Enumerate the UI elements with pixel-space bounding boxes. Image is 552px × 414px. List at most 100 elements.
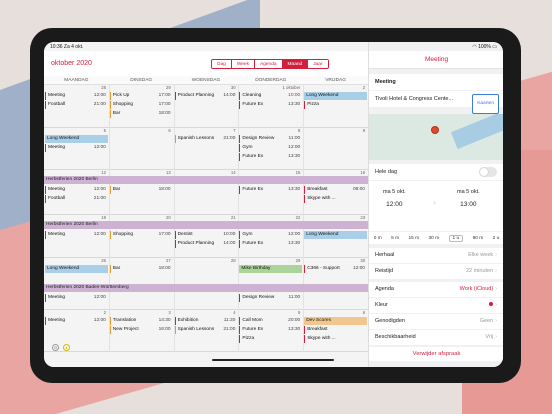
calendar-event[interactable]: Dentist 10:00	[174, 231, 238, 239]
calendar-event[interactable]: Spanish Lessons 21:00	[174, 326, 238, 334]
calendar-event[interactable]: Dev Scores	[304, 317, 367, 325]
calendar-event[interactable]: Product Planning 14:00	[174, 240, 238, 248]
day-number[interactable]: 19	[101, 215, 106, 220]
calendar-event[interactable]: Skype with ...	[304, 335, 367, 343]
day-number[interactable]: 21	[230, 215, 236, 220]
duration-option[interactable]: 90 m	[472, 235, 484, 241]
color-row[interactable]: Kleur ›	[369, 298, 503, 313]
day-number[interactable]: 8	[298, 128, 301, 133]
calendar-event[interactable]: Meeting 12:00	[45, 294, 108, 302]
day-number[interactable]: 23	[360, 215, 366, 220]
calendar-event[interactable]: Meeting 12:00	[45, 92, 108, 100]
calendar-event[interactable]: Long Weekend	[304, 92, 367, 100]
day-number[interactable]: 16	[360, 170, 366, 175]
day-number[interactable]: 14	[230, 170, 236, 175]
calendar-event[interactable]: Long Weekend	[304, 231, 367, 239]
day-number[interactable]: 12	[101, 170, 106, 175]
calendar-event[interactable]: Call Mom 20:00	[239, 317, 302, 325]
all-day-toggle[interactable]	[479, 167, 497, 177]
calendar-event[interactable]: Football 21:00	[45, 195, 108, 203]
calendar-event[interactable]: Skype with ...	[304, 195, 367, 203]
calendar-event[interactable]: Shopping 17:00	[109, 231, 173, 239]
settings-icon[interactable]: ⚙	[52, 344, 59, 351]
calendar-event[interactable]: Translation 14:30	[109, 317, 173, 325]
calendar-event[interactable]: Meeting 12:00	[45, 144, 108, 152]
multi-day-event[interactable]: Herbstferien 2020 Berlin	[44, 176, 368, 184]
duration-option[interactable]: 15 m	[408, 235, 420, 241]
calendar-event[interactable]: Bar 18:00	[109, 186, 173, 194]
day-number[interactable]: 9	[362, 128, 366, 133]
day-number[interactable]: 1 oktober	[282, 85, 301, 90]
calendar-event[interactable]: Bar 18:00	[109, 110, 173, 118]
day-number[interactable]: 2	[103, 310, 106, 315]
day-number[interactable]: 15	[295, 170, 301, 175]
calendar-event[interactable]: Future Ex 13:30	[239, 186, 302, 194]
duration-option[interactable]: 2 u	[492, 235, 500, 241]
calendar-event[interactable]: Future Ex 13:30	[239, 240, 302, 248]
day-number[interactable]: 27	[166, 258, 171, 263]
tab-dag[interactable]: Dag	[212, 60, 231, 68]
repeat-row[interactable]: Herhaal Elke week ›	[369, 248, 503, 263]
duration-option[interactable]: 0 m	[373, 235, 382, 241]
day-number[interactable]: 6	[362, 310, 366, 315]
day-number[interactable]: 5	[298, 310, 301, 315]
travel-time-row[interactable]: Reistijd 22 minuten ›	[369, 264, 503, 279]
calendar-event[interactable]: Gym 12:00	[239, 231, 302, 239]
calendar-row[interactable]: Agenda Work (iCloud) ›	[369, 282, 503, 297]
month-title[interactable]: oktober 2020	[51, 60, 92, 67]
invitees-row[interactable]: Genodigden Geen ›	[369, 314, 503, 329]
calendar-event[interactable]: Shopping 17:00	[109, 101, 173, 109]
calendar-event[interactable]: Bar 18:00	[109, 265, 173, 273]
calendar-event[interactable]: Future Ex 13:30	[239, 153, 302, 161]
location-row[interactable]: Tivoli Hotel & Congress Cente... Kaarten	[369, 91, 503, 114]
calendar-event[interactable]: Long Weekend	[45, 265, 108, 273]
calendar-event[interactable]: Football 21:00	[45, 101, 108, 109]
end-datetime[interactable]: ma 5 okt. 13:00	[457, 189, 480, 208]
calendar-event[interactable]: Pick Up 17:00	[109, 92, 173, 100]
calendar-event[interactable]: Breakfast 08:00	[304, 186, 367, 194]
day-number[interactable]: 6	[168, 128, 171, 133]
calendar-event[interactable]: Product Planning 14:00	[174, 92, 238, 100]
calendar-event[interactable]: Design Review 11:00	[239, 135, 302, 143]
calendar-event[interactable]: Cleaning 10:00	[239, 92, 302, 100]
calendar-event[interactable]: Meeting 12:00	[45, 186, 108, 194]
day-number[interactable]: 7	[233, 128, 236, 133]
duration-option[interactable]: 30 m	[428, 235, 440, 241]
delete-event-button[interactable]: Verwijder afspraak	[369, 347, 503, 361]
day-number[interactable]: 5	[103, 128, 106, 133]
today-icon[interactable]: ●	[63, 344, 70, 351]
day-number[interactable]: 4	[233, 310, 236, 315]
day-number[interactable]: 30	[360, 258, 366, 263]
tab-agenda[interactable]: Agenda	[254, 60, 282, 68]
day-number[interactable]: 28	[230, 258, 236, 263]
calendar-event[interactable]: New Project 16:00	[109, 326, 173, 334]
calendar-event[interactable]: Meeting 12:00	[45, 317, 108, 325]
day-number[interactable]: 28	[101, 85, 106, 90]
tab-jaar[interactable]: Jaar	[307, 60, 328, 68]
calendar-event[interactable]: Pizza	[239, 335, 302, 343]
tab-week[interactable]: Week	[230, 60, 254, 68]
calendar-event[interactable]: Pizza	[304, 101, 367, 109]
day-number[interactable]: 30	[230, 85, 236, 90]
day-number[interactable]: 22	[295, 215, 301, 220]
calendar-event[interactable]: Exhibition 11:30	[174, 317, 238, 325]
calendar-event[interactable]: Meeting 12:00	[45, 231, 108, 239]
day-number[interactable]: 29	[166, 85, 171, 90]
location-map[interactable]	[369, 114, 503, 160]
calendar-event[interactable]: Future Ex 13:30	[239, 326, 302, 334]
calendar-event[interactable]: Gym 12:00	[239, 144, 302, 152]
day-number[interactable]: 3	[168, 310, 171, 315]
tab-maand[interactable]: Maand	[281, 60, 308, 68]
duration-option[interactable]: 5 m	[391, 235, 400, 241]
multi-day-event[interactable]: Herbstferien 2020 Baden-Württemberg	[44, 284, 368, 292]
start-datetime[interactable]: ma 5 okt. 12:00	[383, 189, 406, 208]
calendar-event[interactable]: Design Review 11:00	[239, 294, 302, 302]
availability-row[interactable]: Beschikbaarheid Vrij ›	[369, 330, 503, 345]
duration-option[interactable]: 1 u	[448, 234, 464, 242]
calendar-event[interactable]: Future Ex 13:30	[239, 101, 302, 109]
event-title-field[interactable]: Meeting	[369, 74, 503, 90]
day-number[interactable]: 2	[362, 85, 366, 90]
maps-button[interactable]: Kaarten	[472, 94, 499, 114]
multi-day-event[interactable]: Herbstferien 2020 Berlin	[44, 221, 368, 229]
day-number[interactable]: 13	[166, 170, 171, 175]
